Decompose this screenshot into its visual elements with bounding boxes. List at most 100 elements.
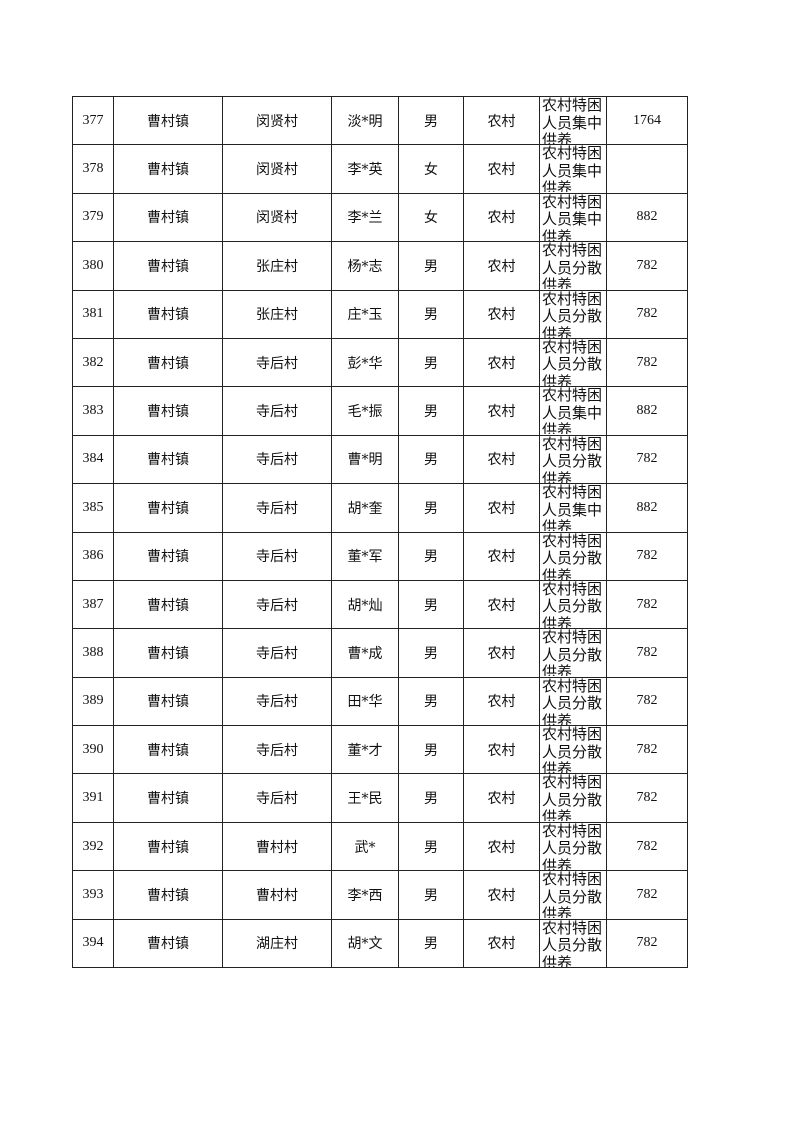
table-row: 384 曹村镇 寺后村 曹*明男农村 农村特困人员分散供养 782: [72, 434, 688, 485]
village-cell: 寺后村: [222, 676, 332, 727]
amount-cell: 782: [606, 725, 688, 775]
town-cell: 曹村镇: [113, 241, 223, 291]
category-cell: 农村特困人员分散供养: [539, 918, 607, 969]
amount-cell: 782: [606, 628, 688, 678]
amount-cell: 782: [606, 241, 688, 291]
category-text: 农村特困人员分散供养: [542, 338, 603, 386]
town-cell: 曹村镇: [113, 628, 223, 678]
category-cell: 农村特困人员分散供养: [539, 434, 607, 485]
village-cell: 闵贤村: [222, 192, 332, 243]
category-cell: 农村特困人员分散供养: [539, 241, 607, 291]
table-row: 378 曹村镇 闵贤村 李*英女农村 农村特困人员集中供养: [72, 144, 688, 194]
town-cell: 曹村镇: [113, 821, 223, 872]
name-cell: 淡*明: [331, 95, 399, 146]
household-type-cell: 农村: [463, 821, 540, 872]
amount-cell: 782: [606, 337, 688, 388]
household-type-cell: 农村: [463, 337, 540, 388]
category-cell: 农村特困人员分散供养: [539, 579, 607, 630]
village-cell: 寺后村: [222, 773, 332, 823]
town-cell: 曹村镇: [113, 144, 223, 194]
name-cell: 董*才: [331, 725, 399, 775]
amount-cell: 782: [606, 289, 688, 339]
town-cell: 曹村镇: [113, 289, 223, 339]
village-cell: 曹村村: [222, 870, 332, 920]
amount-cell: 782: [606, 676, 688, 727]
village-cell: 湖庄村: [222, 918, 332, 969]
amount-cell: 1764: [606, 95, 688, 146]
amount-cell: 882: [606, 386, 688, 436]
row-number: 394: [72, 918, 114, 969]
gender-cell: 男: [398, 773, 464, 823]
table-row: 382 曹村镇 寺后村 彭*华男农村 农村特困人员分散供养 782: [72, 337, 688, 388]
table-row: 380 曹村镇 张庄村 杨*志男农村 农村特困人员分散供养 782: [72, 241, 688, 291]
household-type-cell: 农村: [463, 676, 540, 727]
town-cell: 曹村镇: [113, 337, 223, 388]
category-cell: 农村特困人员集中供养: [539, 144, 607, 194]
category-cell: 农村特困人员集中供养: [539, 192, 607, 243]
amount-cell: 782: [606, 870, 688, 920]
category-text: 农村特困人员分散供养: [542, 822, 603, 870]
category-text: 农村特困人员集中供养: [542, 484, 603, 532]
village-cell: 寺后村: [222, 337, 332, 388]
village-cell: 张庄村: [222, 241, 332, 291]
row-number: 379: [72, 192, 114, 243]
household-type-cell: 农村: [463, 725, 540, 775]
town-cell: 曹村镇: [113, 725, 223, 775]
household-type-cell: 农村: [463, 386, 540, 436]
table-row: 377 曹村镇 闵贤村 淡*明男农村 农村特困人员集中供养 1764: [72, 95, 688, 146]
name-cell: 杨*志: [331, 241, 399, 291]
gender-cell: 男: [398, 870, 464, 920]
category-text: 农村特困人员分散供养: [542, 290, 603, 338]
row-number: 390: [72, 725, 114, 775]
category-text: 农村特困人员集中供养: [542, 97, 603, 144]
household-type-cell: 农村: [463, 579, 540, 630]
category-text: 农村特困人员分散供养: [542, 726, 603, 774]
row-number: 381: [72, 289, 114, 339]
amount-cell: 782: [606, 434, 688, 485]
gender-cell: 男: [398, 676, 464, 727]
table-row: 383 曹村镇 寺后村 毛*振男农村 农村特困人员集中供养 882: [72, 386, 688, 436]
gender-cell: 女: [398, 192, 464, 243]
row-number: 383: [72, 386, 114, 436]
village-cell: 曹村村: [222, 821, 332, 872]
table-row: 388 曹村镇 寺后村 曹*成男农村 农村特困人员分散供养 782: [72, 628, 688, 678]
category-text: 农村特困人员分散供养: [542, 629, 603, 677]
category-cell: 农村特困人员分散供养: [539, 337, 607, 388]
name-cell: 庄*玉: [331, 289, 399, 339]
recipient-table: 377 曹村镇 闵贤村 淡*明男农村 农村特困人员集中供养 1764 378 曹村镇 闵贤村 李*…: [72, 95, 688, 969]
household-type-cell: 农村: [463, 483, 540, 533]
name-cell: 曹*明: [331, 434, 399, 485]
household-type-cell: 农村: [463, 773, 540, 823]
category-text: 农村特困人员分散供养: [542, 871, 603, 919]
household-type-cell: 农村: [463, 192, 540, 243]
amount-cell: 782: [606, 579, 688, 630]
name-cell: 武*: [331, 821, 399, 872]
town-cell: 曹村镇: [113, 773, 223, 823]
category-text: 农村特困人员分散供养: [542, 242, 603, 290]
town-cell: 曹村镇: [113, 483, 223, 533]
amount-cell: 782: [606, 773, 688, 823]
table-row: 387 曹村镇 寺后村 胡*灿男农村 农村特困人员分散供养 782: [72, 579, 688, 630]
category-cell: 农村特困人员分散供养: [539, 531, 607, 581]
table-row: 393 曹村镇 曹村村 李*西男农村 农村特困人员分散供养 782: [72, 870, 688, 920]
household-type-cell: 农村: [463, 918, 540, 969]
row-number: 385: [72, 483, 114, 533]
town-cell: 曹村镇: [113, 434, 223, 485]
gender-cell: 男: [398, 386, 464, 436]
name-cell: 彭*华: [331, 337, 399, 388]
amount-cell: 782: [606, 821, 688, 872]
household-type-cell: 农村: [463, 870, 540, 920]
amount-cell: [606, 144, 688, 194]
household-type-cell: 农村: [463, 531, 540, 581]
town-cell: 曹村镇: [113, 95, 223, 146]
name-cell: 李*兰: [331, 192, 399, 243]
gender-cell: 男: [398, 725, 464, 775]
name-cell: 李*英: [331, 144, 399, 194]
table-row: 390 曹村镇 寺后村 董*才男农村 农村特困人员分散供养 782: [72, 725, 688, 775]
name-cell: 董*军: [331, 531, 399, 581]
name-cell: 胡*文: [331, 918, 399, 969]
category-text: 农村特困人员分散供养: [542, 532, 603, 580]
village-cell: 张庄村: [222, 289, 332, 339]
gender-cell: 男: [398, 483, 464, 533]
household-type-cell: 农村: [463, 241, 540, 291]
